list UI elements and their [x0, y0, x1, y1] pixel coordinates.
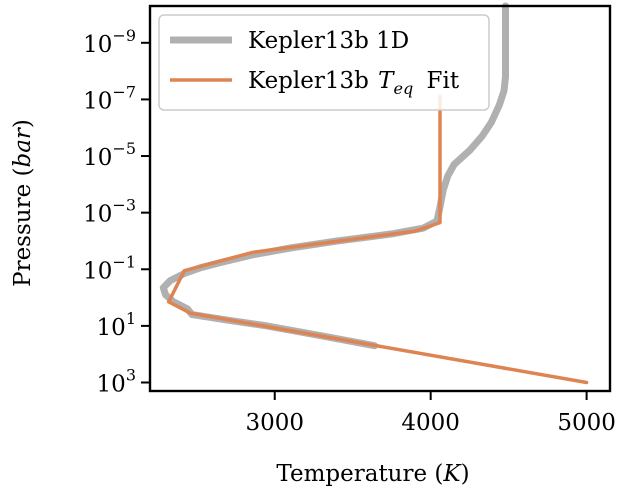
y-tick-label: 10−1: [83, 252, 136, 284]
x-axis-unit: K: [442, 461, 462, 487]
x-axis-label: Temperature (K): [276, 461, 469, 487]
legend: Kepler13b 1D Kepler13b Teq Fit: [158, 14, 490, 111]
plot-frame: [148, 4, 612, 393]
legend-label-fit-math: T: [378, 68, 395, 94]
legend-box: [158, 14, 490, 111]
y-axis-label-text: Pressure: [10, 184, 36, 287]
series-group: [159, 2, 589, 385]
y-axis-label: Pressure (bar): [10, 119, 36, 287]
x-tick-label: 3000: [245, 410, 304, 436]
x-tick-label: 5000: [557, 410, 616, 436]
y-axis-ticks: 10−9 10−7 10−5 10−3 10−1 101 103: [83, 26, 150, 398]
x-axis-ticks: 3000 4000 5000: [245, 391, 616, 436]
y-tick-label: 103: [97, 366, 136, 398]
legend-label-fit-suffix: Fit: [427, 68, 460, 94]
y-tick-label: 10−5: [83, 139, 136, 171]
y-axis-unit: bar: [10, 126, 36, 167]
series-line-kepler13b-t-eq-fit: [166, 94, 589, 385]
x-axis-label-text: Temperature: [276, 461, 427, 487]
legend-label-kepler13b-teq-fit: Kepler13b Teq Fit: [248, 68, 460, 100]
y-tick-label: 10−9: [83, 26, 136, 58]
legend-label-fit-prefix: Kepler13b: [248, 68, 369, 94]
legend-label-fit-subscript: eq: [394, 79, 414, 98]
legend-label-kepler13b-1d: Kepler13b 1D: [248, 28, 409, 54]
y-tick-label: 10−7: [83, 82, 136, 114]
y-tick-label: 10−3: [83, 196, 136, 228]
y-tick-label: 101: [97, 309, 136, 341]
x-tick-label: 4000: [401, 410, 460, 436]
